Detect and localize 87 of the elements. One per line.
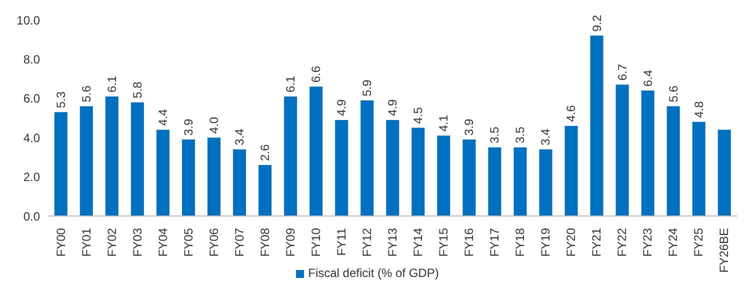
bar (130, 102, 144, 216)
bar (284, 96, 298, 216)
x-tick-label: FY19 (538, 228, 553, 257)
data-label: 3.4 (232, 128, 247, 146)
x-tick-label: FY01 (79, 228, 94, 257)
data-label: 6.6 (309, 66, 324, 83)
data-label: 3.9 (462, 118, 476, 136)
data-label: 3.5 (488, 126, 502, 144)
bar (590, 36, 604, 216)
bar (182, 140, 195, 216)
x-tick-label: FY11 (334, 228, 348, 256)
x-tick-label: FY24 (666, 228, 680, 257)
data-label: 5.6 (79, 85, 94, 102)
x-tick-label: FY05 (181, 228, 196, 257)
bar (462, 140, 476, 216)
data-label: 4.8 (692, 100, 706, 118)
bar (692, 122, 706, 216)
bar (437, 136, 450, 216)
data-label: 6.4 (640, 70, 655, 87)
data-label: 4.0 (206, 116, 221, 134)
bar (54, 112, 68, 216)
bar (335, 120, 348, 216)
data-label: 6.1 (284, 75, 298, 92)
bar (718, 130, 731, 216)
x-tick-label: FY04 (156, 228, 170, 257)
bar (666, 106, 680, 216)
data-label: 5.9 (360, 79, 374, 96)
x-tick-label: FY18 (513, 228, 528, 257)
data-label: 4.4 (156, 108, 170, 126)
data-label: 5.3 (54, 91, 68, 108)
data-label: 6.1 (104, 75, 119, 92)
bar (564, 126, 578, 216)
x-tick-label: FY14 (411, 228, 426, 257)
x-tick-label: FY07 (232, 228, 246, 257)
data-label: 4.9 (334, 98, 349, 116)
bar (514, 147, 527, 216)
bar (258, 165, 272, 216)
y-tick-label: 0.0 (23, 209, 40, 224)
y-tick-label: 4.0 (23, 130, 40, 145)
data-label: 6.7 (615, 64, 630, 81)
x-tick-label: FY00 (54, 228, 68, 257)
x-tick-label: FY15 (436, 228, 451, 257)
data-label: 9.2 (590, 14, 604, 32)
x-tick-label: FY26BE (717, 228, 732, 273)
bar (616, 84, 629, 216)
data-label: 3.9 (181, 118, 196, 136)
data-label: 2.6 (258, 144, 272, 162)
x-tick-label: FY03 (130, 228, 144, 257)
x-tick-label: FY25 (692, 228, 706, 257)
data-label: 4.6 (564, 104, 578, 122)
x-tick-label: FY16 (462, 228, 476, 257)
x-tick-label: FY06 (206, 228, 221, 257)
x-tick-label: FY10 (308, 228, 323, 257)
x-tick-label: FY20 (564, 228, 578, 257)
data-label: 4.1 (436, 114, 451, 132)
bar (310, 86, 323, 216)
bar (539, 149, 552, 216)
data-label: 3.5 (513, 126, 528, 144)
data-label: 5.6 (666, 85, 680, 102)
bar (207, 138, 220, 216)
x-tick-label: FY21 (590, 228, 604, 257)
bar (156, 130, 170, 216)
x-tick-label: FY02 (104, 228, 119, 257)
bar (360, 100, 374, 216)
y-tick-label: 6.0 (23, 92, 40, 106)
bar (105, 96, 118, 216)
data-label: 4.9 (386, 98, 400, 116)
y-tick-label: 2.0 (23, 170, 40, 184)
x-tick-label: FY12 (360, 228, 374, 257)
x-tick-label: FY22 (615, 228, 630, 257)
bar (386, 120, 400, 216)
data-label: 5.8 (130, 81, 144, 98)
legend-label: Fiscal deficit (% of GDP) (308, 266, 439, 280)
y-tick-label: 10.0 (16, 13, 40, 28)
y-tick-label: 8.0 (23, 52, 40, 66)
x-tick-label: FY23 (640, 228, 655, 257)
x-tick-label: FY08 (258, 228, 272, 257)
x-tick-label: FY17 (488, 228, 502, 257)
x-tick-label: FY13 (386, 228, 400, 257)
x-tick-label: FY09 (283, 228, 298, 257)
data-label: 4.5 (411, 106, 426, 124)
bar (233, 149, 246, 216)
bar (80, 106, 93, 216)
bar (412, 128, 425, 216)
data-label: 3.4 (538, 128, 553, 146)
bar (641, 90, 654, 216)
bar (488, 147, 502, 216)
